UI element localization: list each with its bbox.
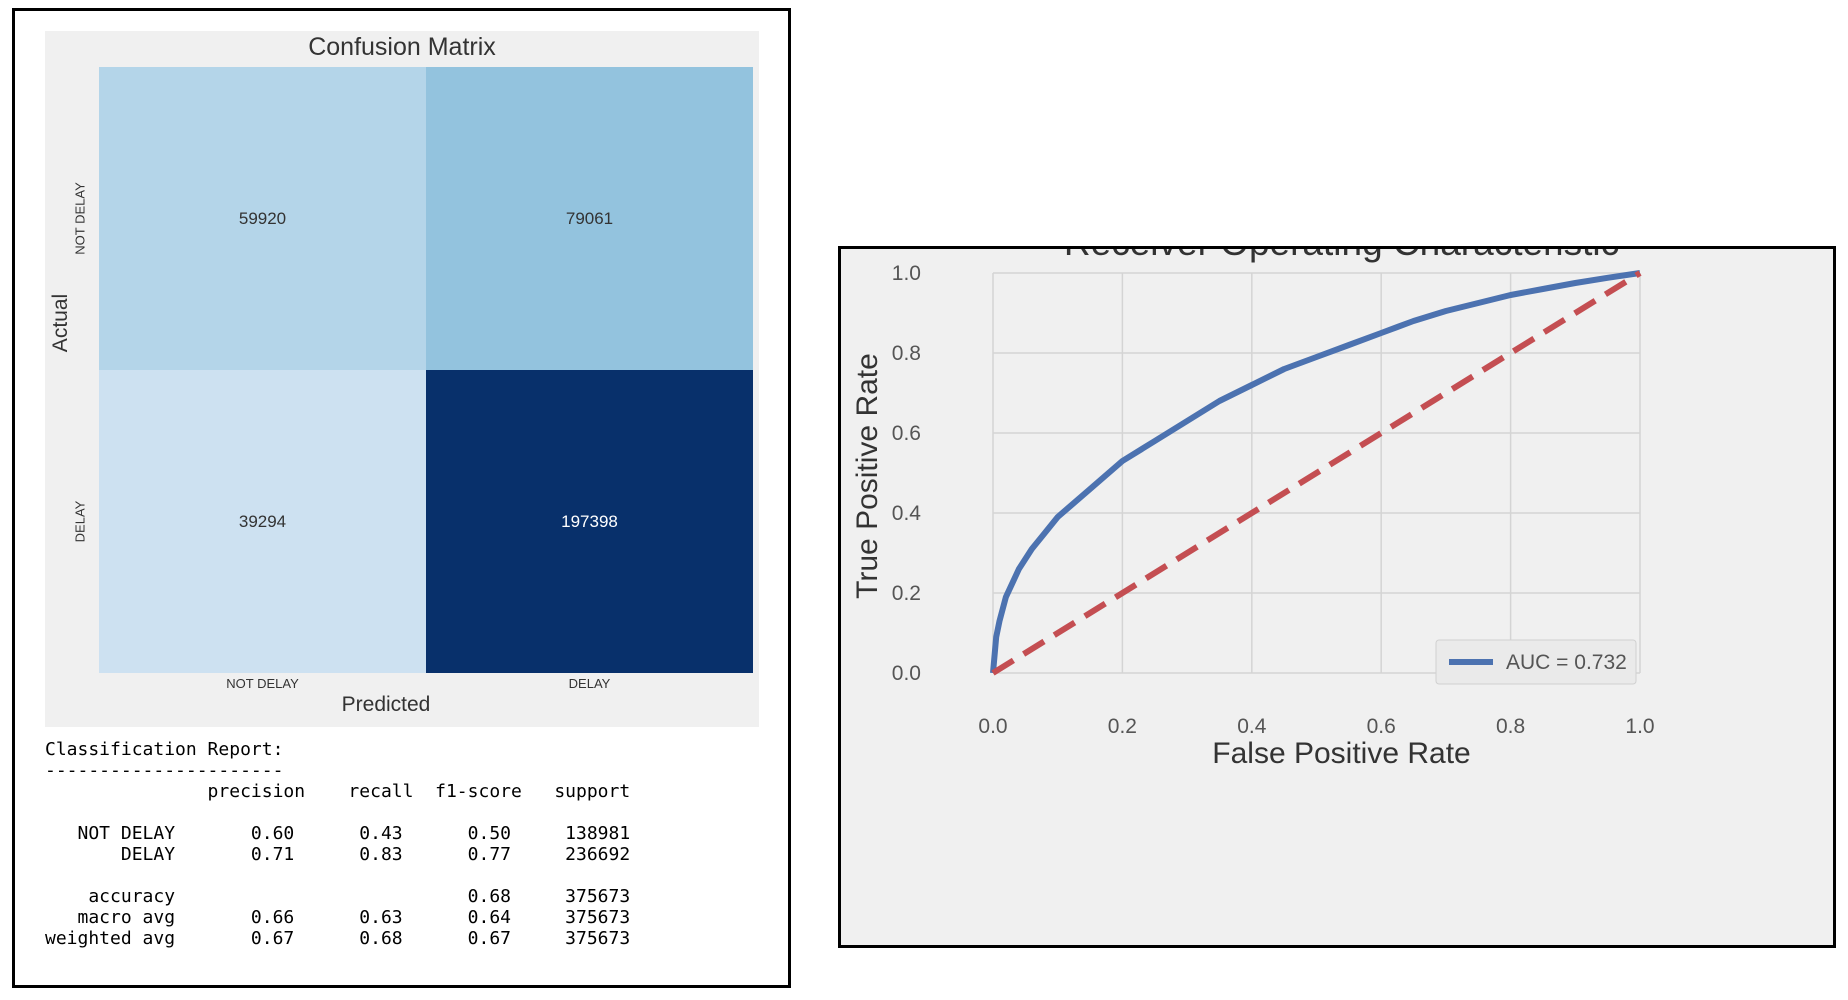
cm-cell-1-1: 197398 <box>426 370 753 673</box>
report-row: weighted avg 0.67 0.68 0.67 375673 <box>45 928 631 949</box>
confusion-matrix-panel: Confusion Matrix 59920 79061 39294 197398 A… <box>12 8 791 988</box>
roc-diagonal-line <box>991 270 1642 676</box>
report-separator: ---------------------- <box>45 760 284 781</box>
roc-legend-label: AUC = 0.732 <box>1506 651 1627 674</box>
report-header: precision recall f1-score support <box>207 781 631 802</box>
cm-cell-0-1: 79061 <box>426 67 753 370</box>
report-row: accuracy 0.68 375673 <box>88 886 631 907</box>
confusion-matrix-plot: Confusion Matrix 59920 79061 39294 197398 A… <box>45 31 759 727</box>
roc-ytick-label: 0.6 <box>892 422 921 445</box>
confusion-matrix-ylabel: Actual <box>49 293 73 353</box>
roc-panel: 0.0 0.2 0.4 0.6 0.8 1.0 0.0 0.2 0.4 0.6 0.8 1.0 Rece… <box>838 246 1836 948</box>
confusion-matrix-xlabel: Predicted <box>341 693 431 716</box>
cm-xtick-label: DELAY <box>568 676 611 691</box>
roc-xlabel: False Positive Rate <box>1212 737 1470 770</box>
cm-xtick-label: NOT DELAY <box>226 676 299 691</box>
roc-ytick-label: 0.0 <box>892 662 921 685</box>
roc-ytick-label: 0.8 <box>892 342 921 365</box>
roc-xtick-label: 0.4 <box>1237 715 1267 738</box>
roc-curve <box>990 270 1641 674</box>
confusion-matrix-title: Confusion Matrix <box>308 33 496 61</box>
roc-xtick-label: 0.2 <box>1108 715 1137 738</box>
roc-ylabel: True Positive Rate <box>851 353 884 599</box>
roc-xtick-label: 1.0 <box>1625 715 1654 738</box>
roc-ytick-label: 1.0 <box>892 262 921 285</box>
report-row: NOT DELAY 0.60 0.43 0.50 138981 <box>77 823 631 844</box>
report-row: macro avg 0.66 0.63 0.64 375673 <box>77 907 631 928</box>
roc-title: Receiver Operating Characteristic <box>1064 249 1619 263</box>
report-title: Classification Report: <box>45 739 284 760</box>
cm-ytick-label: NOT DELAY <box>72 182 88 255</box>
roc-xtick-label: 0.8 <box>1496 715 1525 738</box>
roc-xtick-label: 0.0 <box>978 715 1007 738</box>
confusion-matrix-grid: 59920 79061 39294 197398 <box>99 67 753 673</box>
cm-ytick-label: DELAY <box>71 500 87 543</box>
cm-cell-1-0: 39294 <box>99 370 426 673</box>
roc-ytick-label: 0.4 <box>892 502 922 525</box>
report-row: DELAY 0.71 0.83 0.77 236692 <box>120 844 631 865</box>
roc-legend-box <box>1435 639 1637 685</box>
cm-cell-0-0: 59920 <box>99 67 426 370</box>
classification-report: Classification Report: -----------------… <box>45 739 630 949</box>
roc-ytick-label: 0.2 <box>892 582 921 605</box>
roc-chart: 0.0 0.2 0.4 0.6 0.8 1.0 0.0 0.2 0.4 0.6 0.8 1.0 Rece… <box>851 249 1655 770</box>
roc-xtick-label: 0.6 <box>1367 715 1396 738</box>
